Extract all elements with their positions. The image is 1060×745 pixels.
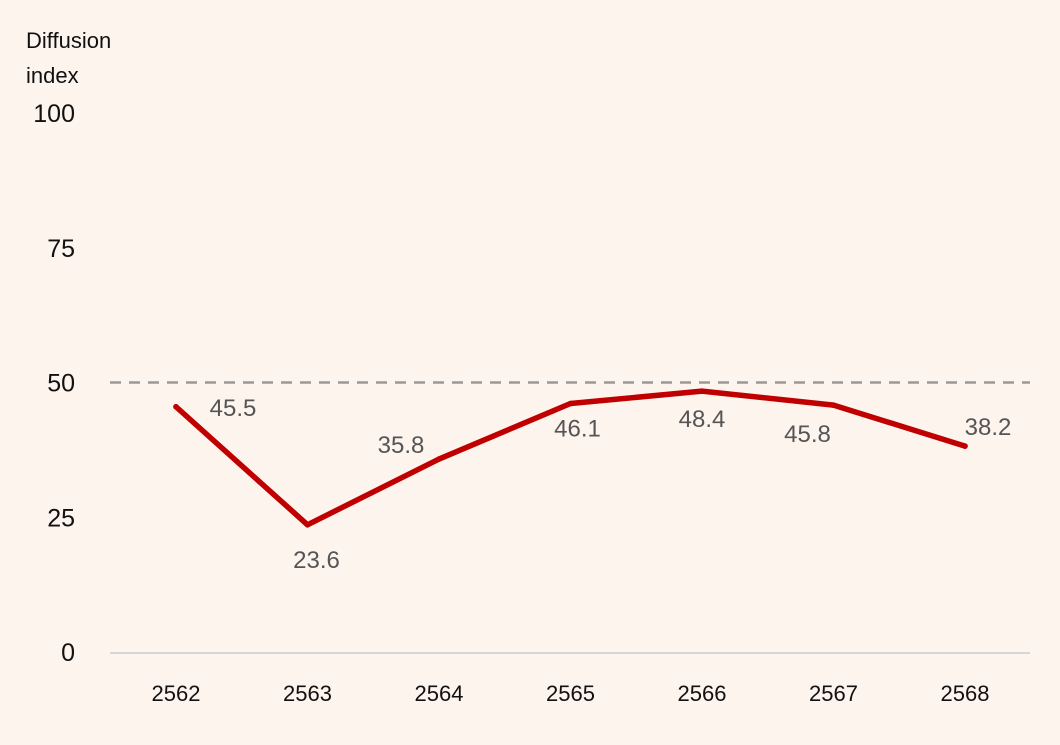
data-label-2565: 46.1 [554, 416, 601, 443]
y-tick-label-75: 75 [47, 235, 75, 263]
data-point-2562 [173, 403, 179, 410]
x-tick-label-2566: 2566 [678, 681, 727, 706]
data-point-2565 [567, 400, 574, 407]
y-axis-label-line-2: index [26, 63, 79, 88]
y-axis-ticks: 0 25 50 75 100 [33, 100, 75, 667]
data-labels: 45.5 23.6 35.8 46.1 48.4 45.8 38.2 [210, 395, 1012, 574]
data-label-2567: 45.8 [784, 421, 831, 448]
x-tick-label-2562: 2562 [152, 681, 201, 706]
data-point-2563 [304, 521, 311, 528]
y-tick-label-50: 50 [47, 370, 75, 398]
data-point-2567 [830, 402, 837, 408]
x-axis-ticks: 2562 2563 2564 2565 2566 2567 2568 [152, 681, 990, 706]
data-label-2566: 48.4 [679, 406, 726, 433]
x-tick-label-2565: 2565 [546, 681, 595, 706]
data-point-2568 [962, 443, 968, 449]
y-axis-label: Diffusion index [26, 28, 111, 88]
x-tick-label-2568: 2568 [941, 681, 990, 706]
data-label-2563: 23.6 [293, 547, 340, 574]
data-label-2564: 35.8 [378, 432, 425, 459]
y-tick-label-100: 100 [33, 100, 75, 128]
x-tick-label-2564: 2564 [415, 681, 464, 706]
data-label-2562: 45.5 [210, 395, 257, 422]
y-tick-label-25: 25 [47, 504, 75, 532]
data-point-2566 [699, 388, 705, 394]
series-line-0 [173, 388, 968, 528]
x-tick-label-2563: 2563 [283, 681, 332, 706]
data-point-2564 [436, 456, 442, 462]
y-tick-label-0: 0 [61, 639, 75, 667]
y-axis-label-line-1: Diffusion [26, 28, 111, 53]
x-tick-label-2567: 2567 [809, 681, 858, 706]
series-group [173, 388, 968, 528]
data-label-2568: 38.2 [965, 414, 1012, 441]
